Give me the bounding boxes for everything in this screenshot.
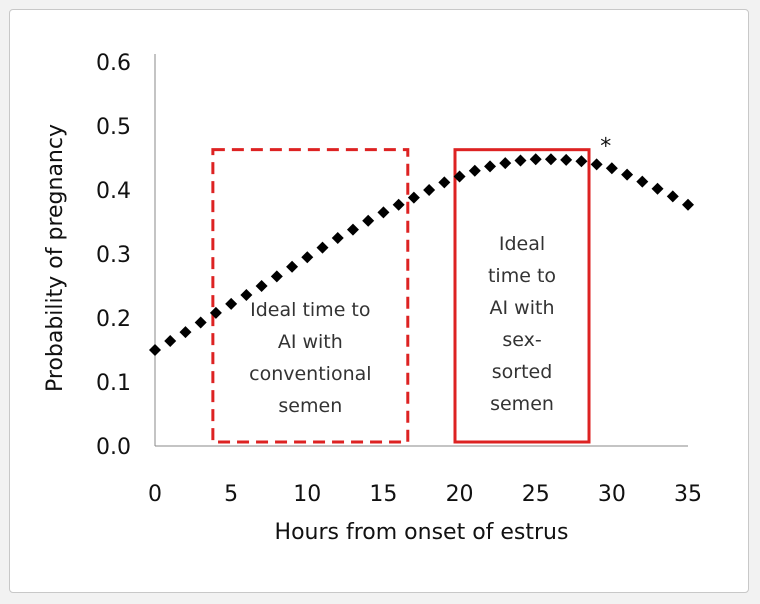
conventional-semen-box [211, 148, 410, 444]
box-label-line: AI with [490, 297, 555, 319]
data-point [194, 316, 207, 329]
y-tick-label: 0.6 [96, 51, 131, 76]
data-point [423, 184, 436, 196]
data-point [468, 164, 481, 177]
data-point [514, 154, 527, 167]
data-point [438, 176, 451, 189]
box-label-line: time to [488, 265, 556, 287]
significance-asterisk: * [600, 134, 611, 159]
box-label-line: semen [490, 393, 554, 415]
data-point [499, 157, 512, 170]
data-point [560, 153, 573, 166]
data-points [149, 153, 694, 356]
data-point [666, 190, 679, 203]
box-label-line: Ideal [499, 233, 545, 255]
data-point [331, 232, 344, 244]
data-point [682, 198, 694, 211]
data-point [484, 160, 497, 173]
data-point [529, 153, 542, 166]
data-point [301, 251, 314, 264]
box-label-line: semen [278, 395, 342, 417]
box-label-line: sorted [492, 361, 553, 383]
y-tick-label: 0.0 [96, 435, 131, 460]
data-point [255, 280, 268, 292]
data-point [209, 306, 222, 319]
data-point [575, 155, 588, 168]
sex-sorted-semen-box [453, 148, 591, 444]
data-point [316, 241, 329, 254]
x-tick-label: 25 [522, 482, 550, 507]
y-tick-label: 0.4 [96, 179, 131, 204]
x-tick-label: 35 [674, 482, 702, 507]
data-point [392, 198, 405, 211]
x-tick-label: 20 [446, 482, 474, 507]
data-point [377, 206, 390, 219]
y-tick-label: 0.1 [96, 371, 131, 396]
x-tick-label: 30 [598, 482, 626, 507]
annotation-boxes: Ideal time to AI with conventional semen Ide… [211, 134, 611, 444]
data-point [346, 223, 359, 236]
box-label-line: conventional [249, 363, 371, 385]
data-point [590, 158, 603, 171]
data-point [407, 191, 420, 204]
chart-frame [9, 9, 749, 593]
data-point [544, 153, 557, 166]
box-label-line: AI with [278, 331, 343, 353]
box-label-line: sex- [502, 329, 541, 351]
data-point [270, 270, 283, 283]
data-point [225, 297, 238, 310]
data-point [362, 214, 375, 227]
x-tick-label: 0 [148, 482, 162, 507]
axes: 0.0 0.1 0.2 0.3 0.4 0.5 0.6 0 5 10 15 20 25 30 35 [96, 51, 702, 507]
y-tick-label: 0.2 [96, 307, 131, 332]
x-tick-label: 15 [369, 482, 397, 507]
data-point [651, 182, 664, 195]
data-point [286, 260, 299, 273]
data-point [240, 288, 253, 301]
y-tick-label: 0.5 [96, 115, 131, 140]
data-point [453, 170, 466, 183]
x-tick-label: 5 [224, 482, 238, 507]
data-point [636, 175, 649, 188]
y-axis-title: Probability of pregnancy [43, 124, 68, 392]
data-point [621, 168, 634, 181]
x-axis-title: Hours from onset of estrus [275, 520, 569, 545]
data-point [179, 326, 192, 339]
data-point [164, 335, 177, 348]
x-tick-label: 10 [293, 482, 321, 507]
data-point [149, 344, 161, 356]
axis-labels: Hours from onset of estrus Probability o… [43, 124, 568, 545]
data-point [605, 162, 618, 175]
box-label-line: Ideal time to [250, 299, 370, 321]
y-tick-label: 0.3 [96, 243, 131, 268]
